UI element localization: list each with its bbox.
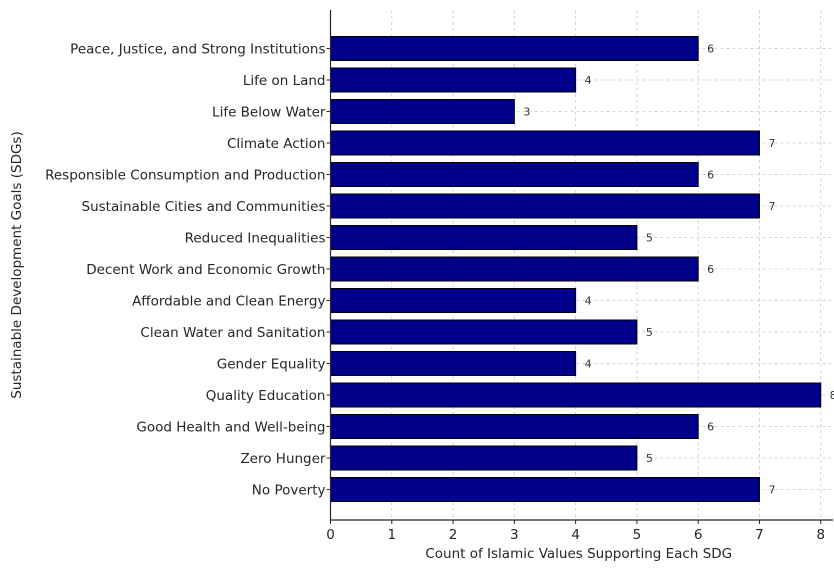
value-label-13: 3 — [523, 106, 530, 119]
bar-12 — [330, 130, 760, 156]
bar-5 — [330, 351, 577, 376]
category-label-14: Life on Land — [243, 73, 326, 89]
x-tick-label-1: 1 — [387, 527, 396, 543]
category-label-5: Gender Equality — [217, 357, 326, 373]
bar-2 — [330, 445, 638, 471]
category-label-2: Zero Hunger — [240, 451, 325, 467]
x-tick-label-6: 6 — [694, 527, 703, 543]
bar-4 — [330, 382, 822, 408]
category-label-10: Sustainable Cities and Communities — [82, 199, 326, 215]
value-label-12: 7 — [768, 137, 775, 150]
x-tick-label-0: 0 — [326, 527, 335, 543]
value-label-15: 6 — [707, 43, 714, 56]
category-label-3: Good Health and Well-being — [136, 420, 325, 436]
value-label-14: 4 — [585, 74, 592, 87]
category-label-15: Peace, Justice, and Strong Institutions — [70, 42, 325, 58]
x-tick-label-3: 3 — [510, 527, 519, 543]
bar-1 — [330, 477, 760, 502]
category-label-8: Decent Work and Economic Growth — [86, 262, 325, 278]
value-label-1: 7 — [768, 484, 775, 497]
bar-8 — [330, 256, 699, 282]
category-label-1: No Poverty — [252, 483, 326, 499]
bar-7 — [330, 288, 577, 313]
bar-10 — [330, 193, 760, 219]
bar-13 — [330, 99, 515, 124]
category-label-13: Life Below Water — [212, 105, 326, 121]
category-label-6: Clean Water and Sanitation — [140, 325, 325, 341]
bar-3 — [330, 414, 699, 439]
value-labels: 7 5 6 8 4 5 4 6 5 7 6 7 3 4 6 — [523, 43, 834, 497]
category-label-7: Affordable and Clean Energy — [132, 294, 325, 310]
value-label-11: 6 — [707, 169, 714, 182]
category-label-12: Climate Action — [227, 136, 326, 152]
x-ticks: 0 1 2 3 4 5 6 7 8 — [326, 520, 825, 543]
value-label-7: 4 — [585, 295, 592, 308]
x-tick-label-5: 5 — [633, 527, 642, 543]
value-label-3: 6 — [707, 421, 714, 434]
value-label-10: 7 — [768, 200, 775, 213]
x-tick-label-8: 8 — [816, 527, 825, 543]
x-tick-label-4: 4 — [571, 527, 580, 543]
x-tick-label-2: 2 — [449, 527, 458, 543]
bars — [330, 36, 822, 502]
category-label-11: Responsible Consumption and Production — [45, 168, 325, 184]
x-tick-label-7: 7 — [755, 527, 764, 543]
bar-9 — [330, 225, 638, 250]
value-label-4: 8 — [830, 389, 834, 402]
bar-15 — [330, 36, 699, 61]
value-label-6: 5 — [646, 326, 653, 339]
value-label-9: 5 — [646, 232, 653, 245]
value-label-5: 4 — [585, 358, 592, 371]
value-label-2: 5 — [646, 452, 653, 465]
value-label-8: 6 — [707, 263, 714, 276]
category-label-9: Reduced Inequalities — [185, 231, 326, 247]
category-label-4: Quality Education — [206, 388, 326, 404]
bar-14 — [330, 67, 577, 93]
bar-6 — [330, 319, 638, 345]
y-axis-title: Sustainable Development Goals (SDGs) — [9, 131, 25, 398]
x-axis-title: Count of Islamic Values Supporting Each … — [425, 546, 732, 562]
category-labels: No Poverty Zero Hunger Good Health and Wel… — [45, 42, 326, 499]
bar-11 — [330, 162, 699, 187]
axes — [326, 10, 833, 521]
